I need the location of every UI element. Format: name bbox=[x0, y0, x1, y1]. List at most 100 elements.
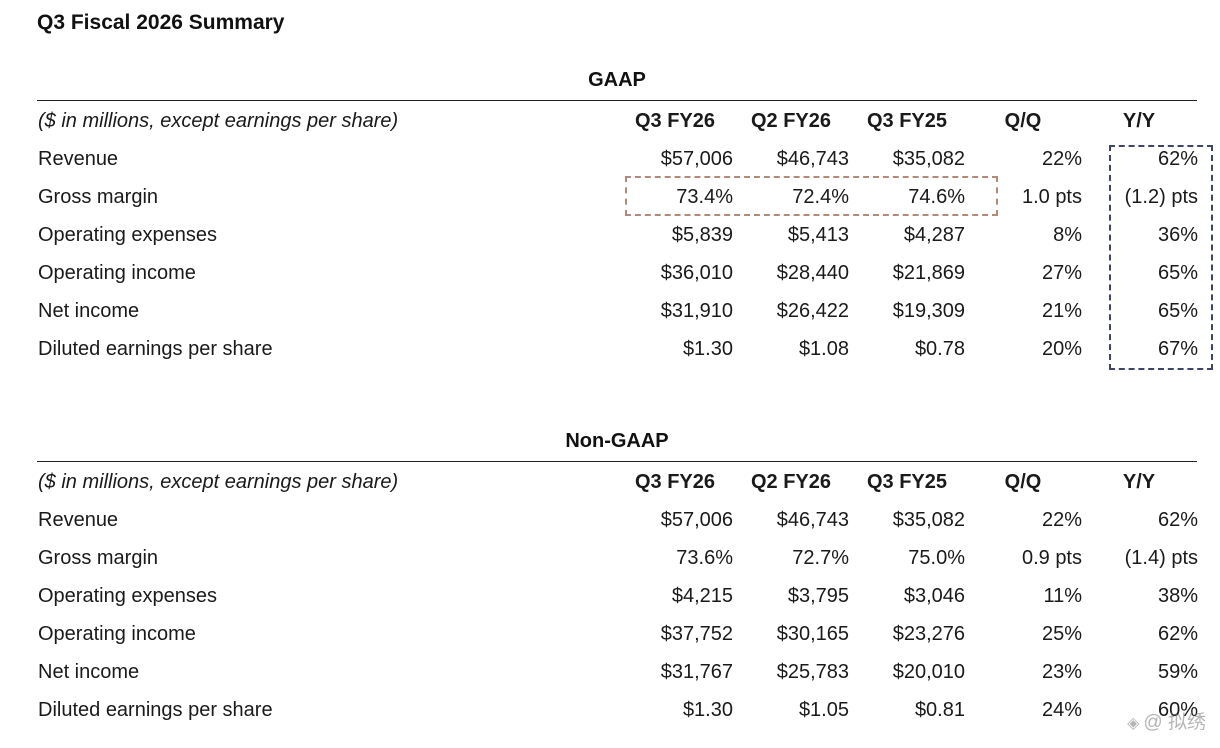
table-row: Operating income $36,010 $28,440 $21,869… bbox=[0, 254, 1220, 292]
row-label: Operating income bbox=[38, 623, 196, 645]
cell-q3fy26: $5,839 bbox=[671, 224, 733, 246]
cell-qq: 23% bbox=[1041, 661, 1082, 683]
cell-qq: 20% bbox=[1041, 338, 1082, 360]
non-gaap-unit-label: ($ in millions, except earnings per shar… bbox=[38, 471, 399, 493]
cell-q2fy26: $28,440 bbox=[776, 262, 849, 284]
cell-q3fy26: $36,010 bbox=[660, 262, 733, 284]
watermark-text: @ 拟绣 bbox=[1143, 712, 1206, 733]
row-label: Diluted earnings per share bbox=[38, 699, 273, 721]
cell-yy: 60% bbox=[1157, 699, 1198, 721]
cell-yy: (1.4) pts bbox=[1124, 547, 1198, 569]
row-label: Revenue bbox=[38, 148, 119, 170]
cell-q3fy25: 75.0% bbox=[908, 547, 965, 569]
cell-q3fy26: $1.30 bbox=[682, 338, 733, 360]
cell-yy: 36% bbox=[1157, 224, 1198, 246]
non-gaap-col-q3fy26: Q3 FY26 bbox=[634, 471, 716, 493]
row-label: Diluted earnings per share bbox=[38, 338, 273, 360]
cell-q3fy26: 73.6% bbox=[676, 547, 733, 569]
cell-q3fy26: $4,215 bbox=[671, 585, 733, 607]
cell-q3fy25: $23,276 bbox=[892, 623, 965, 645]
cell-yy: 67% bbox=[1157, 338, 1198, 360]
cell-qq: 21% bbox=[1041, 300, 1082, 322]
table-row: Net income $31,910 $26,422 $19,309 21% 6… bbox=[0, 292, 1220, 330]
row-label: Net income bbox=[38, 661, 140, 683]
cell-q3fy25: $35,082 bbox=[892, 509, 965, 531]
non-gaap-header-row: ($ in millions, except earnings per shar… bbox=[0, 463, 1220, 501]
row-label: Revenue bbox=[38, 509, 119, 531]
table-row: Diluted earnings per share $1.30 $1.08 $… bbox=[0, 330, 1220, 368]
table-row: Revenue $57,006 $46,743 $35,082 22% 62% bbox=[0, 501, 1220, 539]
cell-q3fy26: $57,006 bbox=[660, 509, 733, 531]
row-label: Operating income bbox=[38, 262, 196, 284]
gaap-unit-label: ($ in millions, except earnings per shar… bbox=[38, 110, 399, 132]
table-row: Operating expenses $5,839 $5,413 $4,287 … bbox=[0, 216, 1220, 254]
cell-q3fy26: $31,767 bbox=[660, 661, 733, 683]
table-row: Gross margin 73.6% 72.7% 75.0% 0.9 pts (… bbox=[0, 539, 1220, 577]
row-label: Gross margin bbox=[38, 186, 159, 208]
cell-q3fy25: $4,287 bbox=[903, 224, 965, 246]
cell-yy: 62% bbox=[1157, 148, 1198, 170]
cell-q3fy25: $0.81 bbox=[914, 699, 965, 721]
cell-q3fy26: $1.30 bbox=[682, 699, 733, 721]
cell-q3fy25: $35,082 bbox=[892, 148, 965, 170]
table-row: Diluted earnings per share $1.30 $1.05 $… bbox=[0, 691, 1220, 729]
page-title: Q3 Fiscal 2026 Summary bbox=[37, 11, 285, 34]
cell-yy: 62% bbox=[1157, 509, 1198, 531]
cell-q3fy25: 74.6% bbox=[908, 186, 965, 208]
table-row: Gross margin 73.4% 72.4% 74.6% 1.0 pts (… bbox=[0, 178, 1220, 216]
cell-qq: 22% bbox=[1041, 148, 1082, 170]
table-row: Net income $31,767 $25,783 $20,010 23% 5… bbox=[0, 653, 1220, 691]
cell-qq: 8% bbox=[1053, 224, 1082, 246]
non-gaap-col-q3fy25: Q3 FY25 bbox=[866, 471, 948, 493]
cell-q3fy25: $19,309 bbox=[892, 300, 965, 322]
cell-qq: 24% bbox=[1041, 699, 1082, 721]
gaap-col-q3fy25: Q3 FY25 bbox=[866, 110, 948, 132]
cell-yy: 38% bbox=[1157, 585, 1198, 607]
gaap-col-qq: Q/Q bbox=[1004, 110, 1042, 132]
cell-q3fy25: $3,046 bbox=[903, 585, 965, 607]
cell-q2fy26: $5,413 bbox=[787, 224, 849, 246]
gaap-col-yy: Y/Y bbox=[1122, 110, 1156, 132]
row-label: Net income bbox=[38, 300, 140, 322]
yoy-highlight-box bbox=[1109, 145, 1213, 370]
non-gaap-section-title: Non-GAAP bbox=[565, 430, 669, 452]
cell-q2fy26: $46,743 bbox=[776, 509, 849, 531]
cell-qq: 27% bbox=[1041, 262, 1082, 284]
table-row: Operating income $37,752 $30,165 $23,276… bbox=[0, 615, 1220, 653]
row-label: Operating expenses bbox=[38, 224, 218, 246]
cell-qq: 22% bbox=[1041, 509, 1082, 531]
cell-qq: 25% bbox=[1041, 623, 1082, 645]
cell-q2fy26: $30,165 bbox=[776, 623, 849, 645]
gaap-header-rule bbox=[37, 100, 1197, 101]
cell-yy: 62% bbox=[1157, 623, 1198, 645]
row-label: Operating expenses bbox=[38, 585, 218, 607]
non-gaap-col-qq: Q/Q bbox=[1004, 471, 1042, 493]
cell-q3fy26: $31,910 bbox=[660, 300, 733, 322]
cell-yy: 59% bbox=[1157, 661, 1198, 683]
cell-q3fy25: $0.78 bbox=[914, 338, 965, 360]
cell-q3fy25: $21,869 bbox=[892, 262, 965, 284]
cell-q3fy26: 73.4% bbox=[676, 186, 733, 208]
row-label: Gross margin bbox=[38, 547, 159, 569]
non-gaap-col-q2fy26: Q2 FY26 bbox=[750, 471, 832, 493]
cell-qq: 11% bbox=[1043, 585, 1082, 607]
cell-q3fy25: $20,010 bbox=[892, 661, 965, 683]
gaap-header-row: ($ in millions, except earnings per shar… bbox=[0, 102, 1220, 140]
cell-q2fy26: $3,795 bbox=[787, 585, 849, 607]
cell-q3fy26: $57,006 bbox=[660, 148, 733, 170]
cell-q2fy26: $1.08 bbox=[798, 338, 849, 360]
cell-q2fy26: $1.05 bbox=[798, 699, 849, 721]
cell-yy: 65% bbox=[1157, 300, 1198, 322]
cell-q2fy26: $46,743 bbox=[776, 148, 849, 170]
cell-qq: 0.9 pts bbox=[1021, 547, 1082, 569]
cell-yy: (1.2) pts bbox=[1124, 186, 1198, 208]
diamond-logo-icon: ◈ bbox=[1127, 715, 1140, 732]
non-gaap-col-yy: Y/Y bbox=[1122, 471, 1156, 493]
gaap-col-q3fy26: Q3 FY26 bbox=[634, 110, 716, 132]
gaap-section-title: GAAP bbox=[588, 69, 646, 91]
cell-q2fy26: $25,783 bbox=[776, 661, 849, 683]
non-gaap-header-rule bbox=[37, 461, 1197, 462]
table-row: Revenue $57,006 $46,743 $35,082 22% 62% bbox=[0, 140, 1220, 178]
gaap-col-q2fy26: Q2 FY26 bbox=[750, 110, 832, 132]
cell-q2fy26: 72.4% bbox=[792, 186, 849, 208]
